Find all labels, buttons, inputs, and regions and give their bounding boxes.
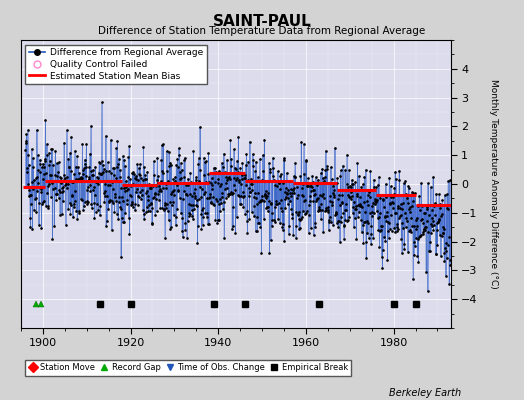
Legend: Station Move, Record Gap, Time of Obs. Change, Empirical Break: Station Move, Record Gap, Time of Obs. C… — [25, 360, 352, 376]
Text: SAINT-PAUL: SAINT-PAUL — [213, 14, 311, 29]
Text: Difference of Station Temperature Data from Regional Average: Difference of Station Temperature Data f… — [99, 26, 425, 36]
Text: Berkeley Earth: Berkeley Earth — [389, 388, 461, 398]
Y-axis label: Monthly Temperature Anomaly Difference (°C): Monthly Temperature Anomaly Difference (… — [489, 79, 498, 289]
